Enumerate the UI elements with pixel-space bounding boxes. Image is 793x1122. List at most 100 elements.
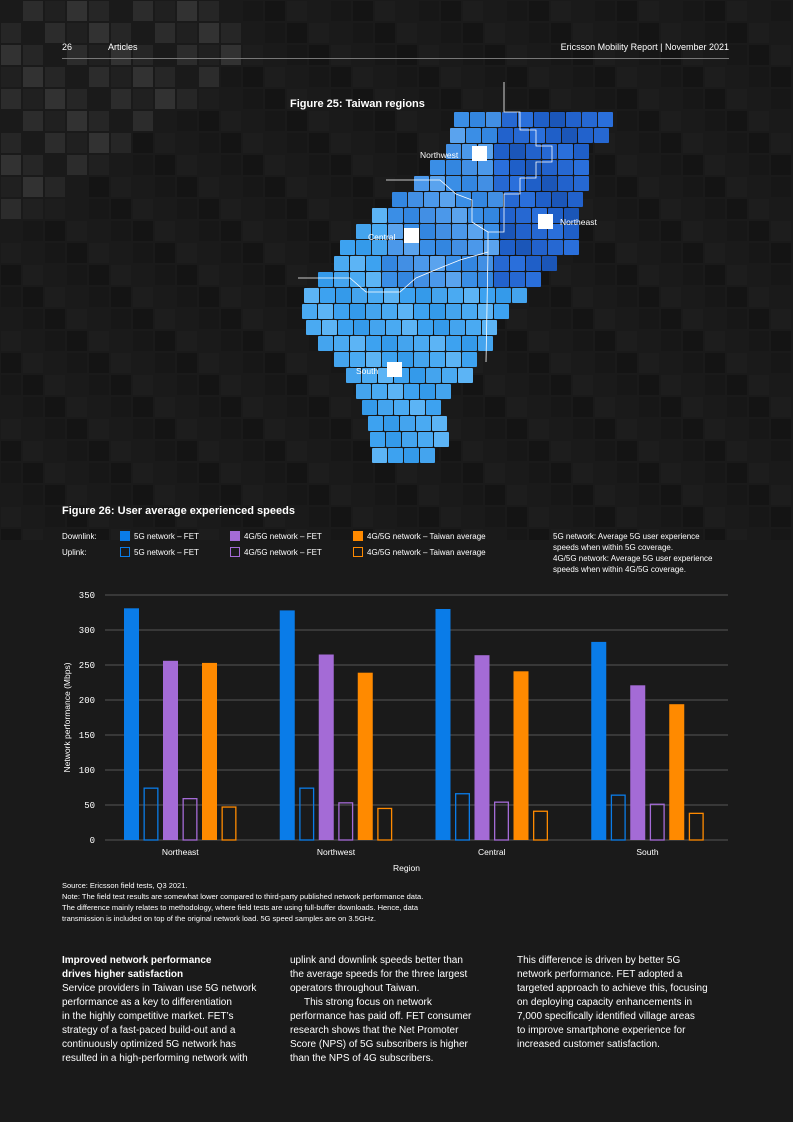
y-tick-label: 350 <box>79 591 95 601</box>
bg-cube <box>155 243 175 263</box>
map-cell <box>418 432 433 447</box>
bg-cube <box>639 111 659 131</box>
bg-cube <box>661 463 681 483</box>
bg-cube <box>727 463 747 483</box>
bg-cube <box>397 111 417 131</box>
bg-cube <box>111 155 131 175</box>
bg-cube <box>617 23 637 43</box>
map-cell <box>414 304 429 319</box>
bg-cube <box>397 155 417 175</box>
bg-cube <box>353 529 373 540</box>
bg-cube <box>639 463 659 483</box>
article-line: on deploying capacity enhancements in <box>517 997 693 1008</box>
bg-cube <box>595 529 615 540</box>
y-tick-label: 200 <box>79 696 95 706</box>
map-cell <box>410 368 425 383</box>
region-label-northeast: Northeast <box>560 217 597 227</box>
bg-cube <box>617 441 637 461</box>
x-axis-label: Region <box>393 863 420 873</box>
bg-cube <box>265 331 285 351</box>
legend-label-ul-4g5g: 4G/5G network – FET <box>244 548 322 557</box>
map-cell <box>436 208 451 223</box>
map-cell <box>484 208 499 223</box>
map-cell <box>452 208 467 223</box>
bg-cube <box>485 353 505 373</box>
bg-cube <box>67 353 87 373</box>
bg-cube <box>133 89 153 109</box>
bg-cube <box>111 265 131 285</box>
map-cell <box>548 240 563 255</box>
bg-cube <box>771 375 791 395</box>
bg-cube <box>595 1 615 21</box>
map-cell <box>472 192 487 207</box>
bg-cube <box>89 397 109 417</box>
bg-cube <box>463 1 483 21</box>
bg-cube <box>199 375 219 395</box>
bg-cube <box>1 45 21 65</box>
bg-cube <box>573 419 593 439</box>
bg-cube <box>353 45 373 65</box>
region-marker-south <box>387 362 402 377</box>
bg-cube <box>683 1 703 21</box>
bg-cube <box>551 441 571 461</box>
bg-cube <box>243 529 263 540</box>
bg-cube <box>683 177 703 197</box>
bg-cube <box>23 397 43 417</box>
bg-cube <box>419 463 439 483</box>
bg-cube <box>177 419 197 439</box>
bg-cube <box>45 89 65 109</box>
bg-cube <box>771 331 791 351</box>
bg-cube <box>771 353 791 373</box>
bg-cube <box>155 485 175 505</box>
bg-cube <box>617 67 637 87</box>
bg-cube <box>155 23 175 43</box>
bg-cube <box>419 507 439 527</box>
bg-cube <box>705 419 725 439</box>
map-cell <box>468 240 483 255</box>
bg-cube <box>683 243 703 263</box>
bg-cube <box>133 353 153 373</box>
bg-cube <box>221 441 241 461</box>
bg-cube <box>265 111 285 131</box>
bg-cube <box>221 89 241 109</box>
map-cell <box>426 400 441 415</box>
bg-cube <box>375 463 395 483</box>
bg-cube <box>111 133 131 153</box>
bg-cube <box>309 111 329 131</box>
bg-cube <box>419 1 439 21</box>
bg-cube <box>683 67 703 87</box>
map-cell <box>564 240 579 255</box>
bg-cube <box>397 507 417 527</box>
bg-cube <box>133 485 153 505</box>
bg-cube <box>749 45 769 65</box>
region-marker-northwest <box>472 146 487 161</box>
bg-cube <box>89 353 109 373</box>
bg-cube <box>727 265 747 285</box>
map-cell <box>334 336 349 351</box>
bg-cube <box>639 441 659 461</box>
bg-cube <box>309 353 329 373</box>
bg-cube <box>287 89 307 109</box>
bg-cube <box>177 265 197 285</box>
map-cell <box>510 256 525 271</box>
bg-cube <box>485 67 505 87</box>
bg-cube <box>551 89 571 109</box>
bg-cube <box>45 177 65 197</box>
bg-cube <box>243 375 263 395</box>
bg-cube <box>485 507 505 527</box>
bg-cube <box>617 243 637 263</box>
bg-cube <box>661 221 681 241</box>
bg-cube <box>243 331 263 351</box>
bg-cube <box>45 485 65 505</box>
bg-cube <box>705 45 725 65</box>
bg-cube <box>661 265 681 285</box>
bg-cube <box>595 507 615 527</box>
bg-cube <box>617 397 637 417</box>
map-cell <box>466 320 481 335</box>
bg-cube <box>23 353 43 373</box>
bg-cube <box>199 1 219 21</box>
bg-cube <box>529 375 549 395</box>
map-cell <box>400 416 415 431</box>
bg-cube <box>727 199 747 219</box>
bg-cube <box>771 441 791 461</box>
